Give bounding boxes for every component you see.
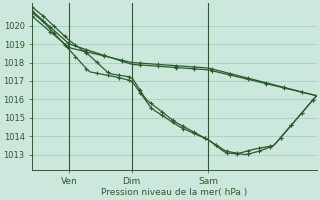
X-axis label: Pression niveau de la mer( hPa ): Pression niveau de la mer( hPa ): [101, 188, 247, 197]
